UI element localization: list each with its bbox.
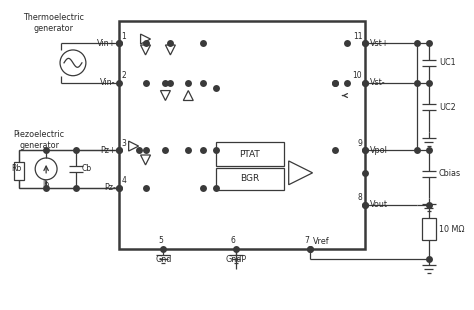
- Text: Vin+: Vin+: [97, 38, 116, 47]
- Text: 10: 10: [353, 71, 362, 80]
- Text: Cb: Cb: [82, 164, 92, 173]
- Text: 8: 8: [357, 193, 362, 202]
- Text: Gnd: Gnd: [155, 255, 172, 264]
- Text: Thermoelectric
generator: Thermoelectric generator: [23, 13, 83, 33]
- Bar: [216, 168, 284, 190]
- Text: Piezoelectric
generator: Piezoelectric generator: [14, 130, 65, 150]
- Bar: [216, 142, 284, 166]
- Text: 3: 3: [122, 139, 127, 148]
- Bar: [14, 162, 24, 180]
- Text: Vpol: Vpol: [370, 145, 388, 155]
- Text: Vin-: Vin-: [100, 78, 116, 87]
- Text: Vst-: Vst-: [370, 78, 386, 87]
- Text: UC2: UC2: [439, 103, 456, 112]
- Polygon shape: [165, 45, 175, 55]
- Text: Vst+: Vst+: [370, 38, 390, 47]
- Text: 4: 4: [122, 176, 127, 185]
- Text: 7: 7: [304, 236, 309, 245]
- Text: Vref: Vref: [312, 237, 329, 246]
- Polygon shape: [289, 161, 312, 185]
- Text: 6: 6: [230, 236, 236, 245]
- Polygon shape: [161, 91, 170, 100]
- Text: Rb: Rb: [11, 164, 21, 173]
- Polygon shape: [141, 34, 151, 44]
- Text: 11: 11: [353, 32, 362, 41]
- Text: Cbias: Cbias: [439, 169, 461, 178]
- Text: 1: 1: [122, 32, 127, 41]
- Polygon shape: [183, 91, 193, 100]
- Text: Pz+: Pz+: [100, 145, 116, 155]
- Text: GndP: GndP: [226, 255, 246, 264]
- Polygon shape: [128, 141, 138, 151]
- Text: Ib: Ib: [43, 180, 50, 189]
- Text: UC1: UC1: [439, 58, 456, 67]
- Text: BGR: BGR: [240, 174, 260, 183]
- Bar: [118, 21, 365, 249]
- Text: Pz-: Pz-: [104, 183, 116, 192]
- Text: 5: 5: [158, 236, 163, 245]
- Text: PTAT: PTAT: [239, 149, 260, 158]
- Text: 10 MΩ: 10 MΩ: [439, 225, 465, 234]
- Text: 9: 9: [357, 139, 362, 148]
- Polygon shape: [141, 155, 151, 165]
- Text: Vout: Vout: [370, 200, 388, 209]
- Polygon shape: [141, 45, 151, 55]
- Bar: [422, 219, 436, 240]
- Text: 2: 2: [122, 71, 127, 80]
